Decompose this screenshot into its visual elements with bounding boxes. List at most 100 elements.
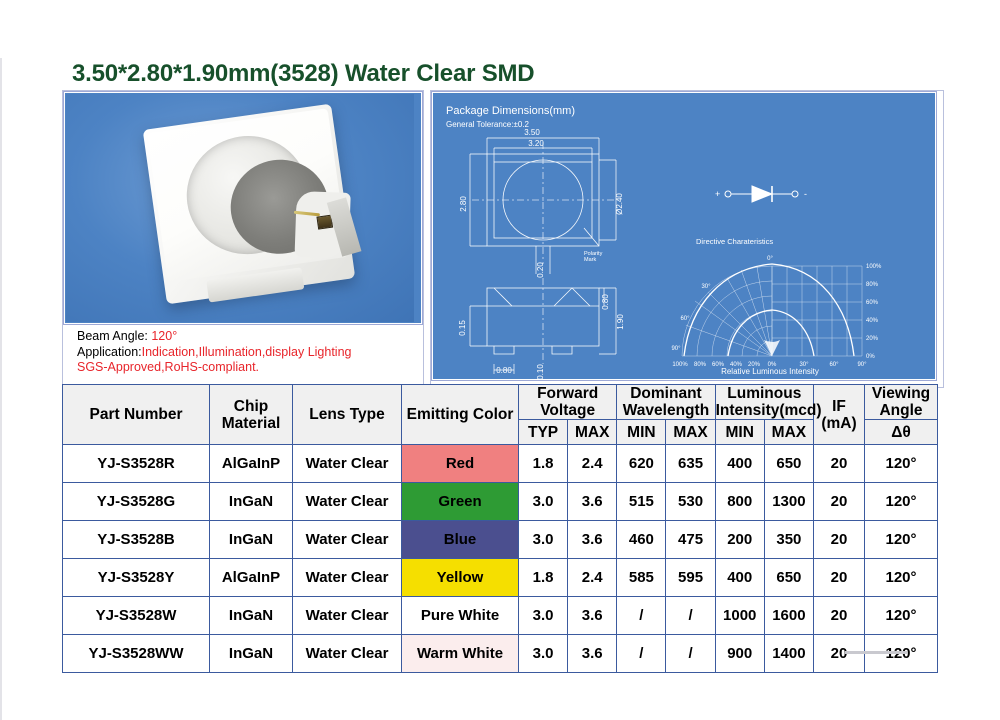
dim-gap: 0.10: [536, 364, 545, 380]
cell-emitting-color: Pure White: [401, 596, 519, 635]
table-header-row-1: Part Number Chip Material Lens Type Emit…: [62, 384, 938, 445]
th-lens-type: Lens Type: [292, 384, 402, 445]
cell-viewing-angle: 120°: [864, 482, 938, 521]
polar-angle-0: 0°: [767, 256, 773, 262]
polar-tick-100: 100%: [866, 264, 882, 270]
cell-emitting-color: Warm White: [401, 634, 519, 673]
cell-if-typ: 20: [813, 596, 865, 635]
cell-iv-min: 400: [714, 558, 765, 597]
th-va-symbol: Δθ: [864, 419, 938, 445]
table-row: YJ-S3528G InGaN Water Clear Green 3.0 3.6 515 5…: [62, 482, 938, 521]
th-if-ma: IF (mA): [813, 384, 865, 445]
cell-if-typ: 20: [813, 558, 865, 597]
polar-x-80: 80%: [694, 362, 707, 368]
dim-pad-height: 0.15: [458, 320, 467, 336]
polar-chart-title: Directive Charateristics: [696, 237, 773, 246]
led-top-surface: [147, 108, 351, 283]
cell-viewing-angle: 120°: [864, 596, 938, 635]
page-title: 3.50*2.80*1.90mm(3528) Water Clear SMD: [72, 60, 535, 87]
th-luminous-intensity: Luminous Intensity(mcd): [714, 384, 822, 420]
cell-vf-typ: 3.0: [517, 520, 569, 559]
cell-chip-material: InGaN: [209, 482, 293, 521]
cell-chip-material: AlGaInP: [209, 444, 293, 483]
cell-part-number: YJ-S3528WW: [62, 634, 210, 673]
led-product-photo: [66, 94, 414, 322]
polar-x-40: 40%: [730, 362, 743, 368]
cell-lens-type: Water Clear: [292, 444, 402, 483]
cell-wl-max: 530: [665, 482, 716, 521]
th-part-number: Part Number: [62, 384, 210, 445]
polarity-mark-label: Polarity: [584, 251, 603, 257]
polar-angle-60: 60°: [680, 316, 690, 322]
polar-x-a30: 30°: [799, 362, 809, 368]
certification-line: SGS-Approved,RoHS-compliant.: [77, 360, 260, 374]
cell-chip-material: InGaN: [209, 596, 293, 635]
cell-wl-max: 595: [665, 558, 716, 597]
circuit-plus: +: [715, 189, 720, 199]
dim-width-outer: 3.50: [524, 128, 540, 137]
package-dimensions-frame: Package Dimensions(mm) General Tolerance…: [431, 91, 937, 381]
table-row: YJ-S3528Y AlGaInP Water Clear Yellow 1.8 2.4 5…: [62, 558, 938, 597]
cell-wl-max: 635: [665, 444, 716, 483]
table-row: YJ-S3528B InGaN Water Clear Blue 3.0 3.6 460 47…: [62, 520, 938, 559]
beam-angle-value: 120°: [151, 329, 178, 343]
polar-x-a90: 90°: [857, 362, 867, 368]
dim-width-inner: 3.20: [528, 139, 544, 148]
cell-chip-material: InGaN: [209, 520, 293, 559]
led-body-icon: [142, 103, 362, 305]
package-dimensions-panel: Package Dimensions(mm) General Tolerance…: [430, 90, 944, 388]
th-wl-min: MIN: [616, 419, 667, 445]
cell-if-typ: 20: [813, 520, 865, 559]
cell-chip-material: InGaN: [209, 634, 293, 673]
left-edge-rule: [0, 58, 2, 720]
cell-vf-max: 3.6: [567, 520, 618, 559]
polar-x-100: 100%: [672, 362, 688, 368]
dim-notch: 0.20: [536, 262, 545, 278]
cell-iv-max: 350: [763, 520, 815, 559]
dim-body-inner: 0.80: [601, 294, 610, 310]
polar-x-60: 60%: [712, 362, 725, 368]
th-dominant-wavelength: Dominant Wavelength: [616, 384, 716, 420]
led-bowl: [179, 128, 351, 263]
cell-vf-typ: 1.8: [517, 444, 569, 483]
cell-vf-max: 3.6: [567, 482, 618, 521]
cell-iv-min: 200: [714, 520, 765, 559]
polarity-mark-label2: Mark: [584, 257, 596, 263]
cell-wl-max: 475: [665, 520, 716, 559]
beam-angle-line: Beam Angle: 120°: [77, 329, 415, 345]
specifications-table: Part Number Chip Material Lens Type Emit…: [62, 384, 938, 673]
polar-tick-60: 60%: [866, 300, 879, 306]
cell-lens-type: Water Clear: [292, 558, 402, 597]
cell-iv-max: 1400: [763, 634, 815, 673]
cell-iv-min: 900: [714, 634, 765, 673]
polar-tick-20: 20%: [866, 336, 879, 342]
cell-wl-min: 460: [616, 520, 667, 559]
cell-iv-min: 800: [714, 482, 765, 521]
cell-iv-max: 650: [763, 558, 815, 597]
cell-emitting-color: Yellow: [401, 558, 519, 597]
cell-if-typ: 20: [813, 444, 865, 483]
cell-iv-min: 400: [714, 444, 765, 483]
cell-wl-min: 620: [616, 444, 667, 483]
cell-vf-max: 3.6: [567, 596, 618, 635]
product-photo-frame: [63, 91, 423, 325]
cell-vf-max: 2.4: [567, 444, 618, 483]
diagram-tolerance: General Tolerance:±0.2: [446, 120, 530, 129]
th-forward-voltage: Forward Voltage: [517, 384, 618, 420]
cell-iv-max: 1300: [763, 482, 815, 521]
th-vf-typ: TYP: [517, 419, 569, 445]
cell-chip-material: AlGaInP: [209, 558, 293, 597]
circuit-minus: -: [804, 189, 807, 199]
cell-part-number: YJ-S3528G: [62, 482, 210, 521]
polar-x-0: 0%: [768, 362, 777, 368]
cell-iv-max: 650: [763, 444, 815, 483]
polar-tick-80: 80%: [866, 282, 879, 288]
table-row: YJ-S3528R AlGaInP Water Clear Red 1.8 2.4 620 6…: [62, 444, 938, 483]
led-reflector-cup: [224, 153, 351, 261]
polar-angle-90: 90°: [671, 346, 681, 352]
dim-pad-width: 0.80: [496, 366, 512, 375]
cell-lens-type: Water Clear: [292, 520, 402, 559]
cell-vf-typ: 3.0: [517, 596, 569, 635]
table-head: Part Number Chip Material Lens Type Emit…: [62, 384, 938, 445]
cell-part-number: YJ-S3528B: [62, 520, 210, 559]
